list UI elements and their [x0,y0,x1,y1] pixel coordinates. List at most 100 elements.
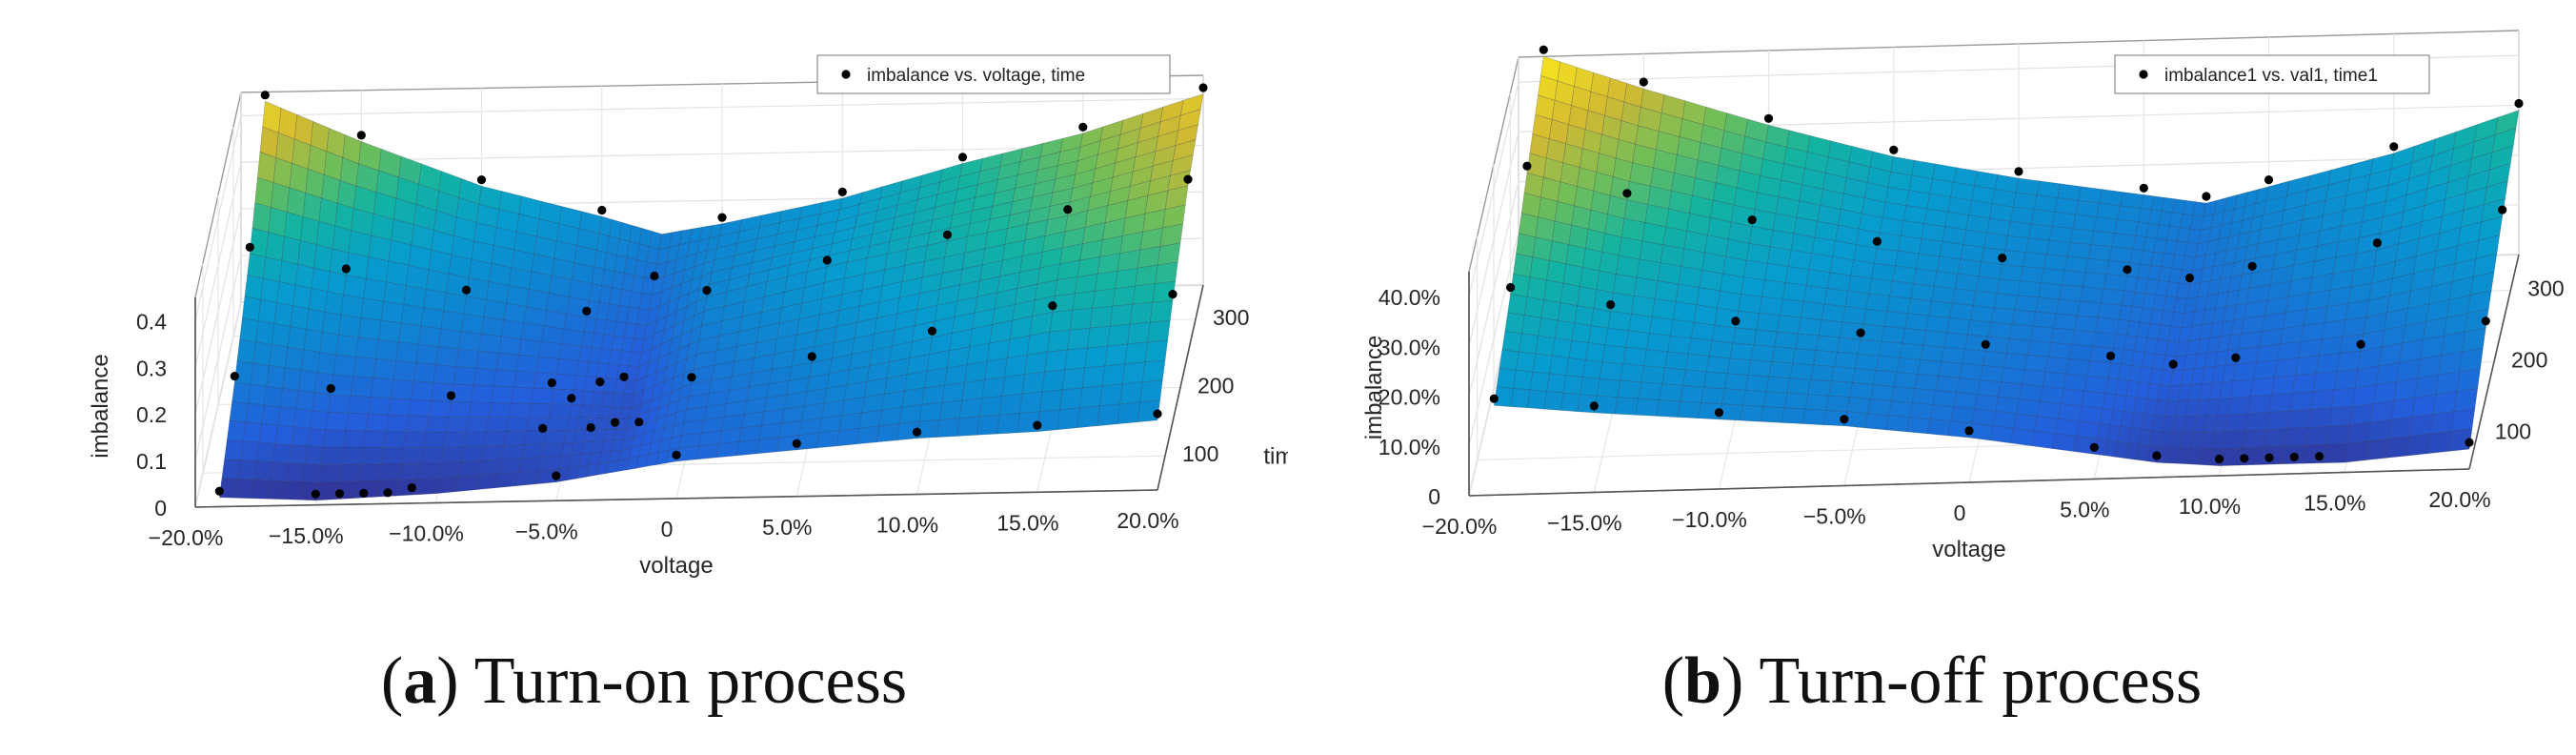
data-point [2264,175,2274,185]
data-point [702,286,712,296]
x-tick-label: 15.0% [2304,491,2365,516]
x-tick-label: −20.0% [149,525,224,550]
data-point [476,175,487,185]
data-point [2314,452,2324,461]
legend-label: imbalance vs. voltage, time [867,66,1085,86]
data-point [2240,454,2249,463]
data-point [326,383,335,394]
data-point [2231,353,2241,362]
data-points [214,83,1208,499]
data-point [1872,236,1882,246]
data-point [1048,301,1057,311]
y-tick-label: 300 [1213,305,1249,330]
data-point [2214,454,2224,464]
data-point [2481,316,2490,326]
data-point [2289,452,2299,461]
data-point [672,450,681,459]
caption-text: Turn-off process [1759,644,2203,718]
surface-plot-turn-on: −20.0% −15.0% −10.0% −5.0% 0 5.0% 10.0% 15.0% 20… [88,54,1288,579]
data-point [2514,98,2524,109]
data-point [2465,438,2474,447]
surface [1493,55,2520,466]
data-point [927,326,937,336]
data-point [1168,290,1177,299]
z-tick-label: 0 [1428,484,1440,509]
x-tick-label: 5.0% [762,515,812,540]
z-tick-label: 40.0% [1379,285,1440,310]
data-point [807,352,816,361]
z-tick-label: 20.0% [1379,385,1440,410]
data-points [1489,45,2524,464]
legend-label: imbalance1 vs. val1, time1 [2164,66,2378,86]
x-tick-label: −20.0% [1422,514,1498,539]
data-point [1747,215,1757,225]
data-point [1539,45,1548,54]
z-axis-label: imbalance [1361,336,1387,439]
caption-letter: b [1684,644,1721,718]
data-point [1763,113,1774,123]
data-point [2356,339,2365,349]
data-point [2152,451,2162,460]
y-tick-label: 100 [2495,419,2531,444]
x-axis-label: voltage [1932,537,2005,562]
axis-lines [1468,254,2520,497]
data-point [341,264,351,274]
data-point [311,489,320,499]
data-point [792,439,801,448]
x-tick-label: 15.0% [996,510,1058,535]
data-point [1622,189,1632,198]
data-point [552,471,561,480]
data-point [2184,273,2195,283]
data-point [214,486,224,496]
surface [218,93,1204,501]
data-point [586,422,595,433]
x-tick-label: 0 [661,517,674,541]
x-tick-label: 20.0% [1117,508,1178,533]
legend-marker [841,70,851,79]
data-point [334,489,345,499]
data-point [1063,205,1073,214]
legend: imbalance1 vs. val1, time1 [2114,54,2430,94]
y-tick-label: 200 [2511,348,2547,373]
data-point [582,306,592,316]
data-point [957,153,968,162]
data-point [2372,238,2382,248]
caption-turn-off: (b) Turn-off process [1661,644,2203,718]
data-point [359,488,369,499]
z-tick-label: 0.4 [136,309,167,334]
data-point [1183,174,1193,184]
tick-labels: −20.0% −15.0% −10.0% −5.0% 0 5.0% 10.0% 15.0% 20… [1379,276,2565,540]
data-point [1981,339,1990,349]
data-point [2089,442,2099,452]
x-axis-label: voltage [639,553,713,579]
surface-plot-turn-off: −20.0% −15.0% −10.0% −5.0% 0 5.0% 10.0% 15.0% 20… [1361,30,2565,562]
z-tick-label: 30.0% [1379,335,1440,359]
x-tick-label: 5.0% [2060,498,2109,522]
data-point [1506,282,1516,293]
data-point [2139,183,2148,193]
data-point [1522,161,1532,171]
data-point [567,394,576,403]
y-axis-label: time [1263,444,1288,470]
data-point [2202,192,2211,201]
legend: imbalance vs. voltage, time [816,54,1171,94]
x-tick-label: −10.0% [389,521,464,546]
data-point [687,373,696,382]
data-point [446,391,456,400]
axis-lines [194,284,1204,508]
data-point [1731,316,1741,326]
caption-turn-on: (a) Turn-on process [380,644,908,718]
data-point [942,230,953,239]
data-point [2123,265,2132,275]
data-point [597,205,607,215]
data-point [634,418,644,427]
data-point [547,378,556,388]
panel-turn-off: −20.0% −15.0% −10.0% −5.0% 0 5.0% 10.0% 15.0% 20… [1288,0,2576,755]
data-point [538,423,548,433]
data-point [2014,167,2023,176]
z-tick-label: 0.1 [136,449,167,474]
data-point [2498,205,2507,214]
z-tick-label: 0.3 [136,356,167,380]
data-point [1964,426,1974,436]
data-point [1889,145,1899,154]
